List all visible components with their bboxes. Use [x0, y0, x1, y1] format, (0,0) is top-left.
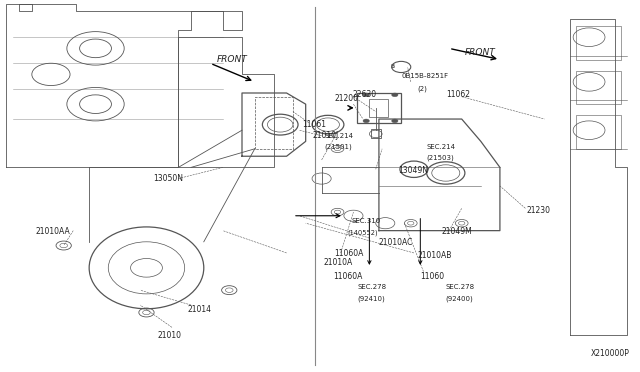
- Text: 11060: 11060: [420, 272, 444, 280]
- Text: 13050N: 13050N: [153, 174, 183, 183]
- Bar: [577, 71, 621, 104]
- Text: 11060A: 11060A: [334, 249, 364, 258]
- Text: 21010J: 21010J: [312, 131, 339, 140]
- Text: 0B15B-8251F: 0B15B-8251F: [401, 73, 449, 79]
- Text: 21010AC: 21010AC: [379, 238, 413, 247]
- Text: (92400): (92400): [446, 295, 474, 302]
- Bar: [369, 99, 388, 117]
- Text: (92410): (92410): [357, 295, 385, 302]
- Text: 11062: 11062: [447, 90, 470, 99]
- Text: (21503): (21503): [427, 155, 454, 161]
- Circle shape: [392, 119, 398, 123]
- Text: 11061: 11061: [303, 120, 326, 129]
- Text: SEC.214: SEC.214: [427, 144, 456, 150]
- Bar: [577, 26, 621, 60]
- Text: 22630: 22630: [352, 90, 376, 99]
- Text: (140552): (140552): [347, 229, 378, 236]
- Text: (2): (2): [417, 85, 427, 92]
- Text: 21014: 21014: [188, 305, 212, 314]
- Text: (21501): (21501): [324, 144, 353, 150]
- Text: 21010: 21010: [158, 331, 182, 340]
- Text: 11060A: 11060A: [333, 272, 362, 280]
- Text: 13049N: 13049N: [398, 166, 428, 175]
- Text: SEC.310: SEC.310: [351, 218, 381, 224]
- Text: 21010AB: 21010AB: [417, 251, 451, 260]
- Bar: [577, 115, 621, 149]
- Circle shape: [363, 119, 369, 123]
- Bar: [356, 93, 401, 123]
- Circle shape: [363, 93, 369, 97]
- Text: X210000P: X210000P: [591, 349, 630, 358]
- Text: SEC.278: SEC.278: [357, 284, 387, 290]
- Text: FRONT: FRONT: [216, 55, 247, 64]
- Text: 21010AA: 21010AA: [35, 227, 70, 236]
- Text: SEC.278: SEC.278: [446, 284, 475, 290]
- Circle shape: [392, 93, 398, 97]
- Text: B: B: [391, 64, 395, 70]
- Text: 21049M: 21049M: [442, 227, 472, 236]
- Text: 21200: 21200: [334, 94, 358, 103]
- Text: 21010A: 21010A: [323, 258, 353, 267]
- Text: FRONT: FRONT: [465, 48, 495, 57]
- Text: 21230: 21230: [527, 206, 550, 215]
- Text: SEC.214: SEC.214: [324, 133, 354, 139]
- Bar: [371, 129, 381, 138]
